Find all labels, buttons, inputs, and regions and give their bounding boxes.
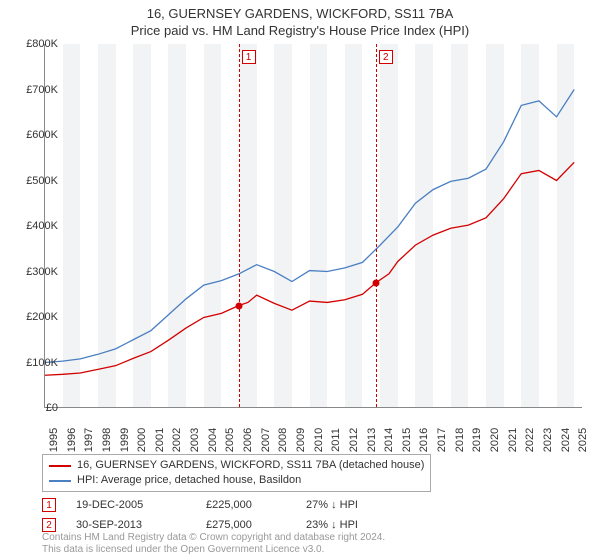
- legend-label: HPI: Average price, detached house, Basi…: [77, 473, 301, 488]
- sale-marker-box: 2: [42, 518, 56, 532]
- x-axis-tick-label: 2005: [224, 428, 236, 452]
- x-axis-tick-label: 2023: [542, 428, 554, 452]
- y-axis-tick-label: £200K: [26, 311, 58, 323]
- legend-swatch: [49, 465, 71, 467]
- sale-pct: 23% ↓ HPI: [306, 519, 406, 531]
- sale-price: £275,000: [206, 519, 286, 531]
- x-axis-tick-label: 2003: [189, 428, 201, 452]
- sale-row: 2 30-SEP-2013 £275,000 23% ↓ HPI: [42, 518, 406, 532]
- marker-line: [239, 44, 240, 407]
- x-axis-tick-label: 2007: [260, 428, 272, 452]
- series-line: [45, 162, 574, 375]
- legend-item: HPI: Average price, detached house, Basi…: [49, 473, 424, 488]
- x-axis-tick-label: 2008: [277, 428, 289, 452]
- x-axis-tick-label: 2011: [330, 428, 342, 452]
- x-axis-tick-label: 1996: [66, 428, 78, 452]
- x-axis-tick-label: 2006: [242, 428, 254, 452]
- x-axis-tick-label: 1999: [119, 428, 131, 452]
- sale-marker-box: 1: [42, 498, 56, 512]
- x-axis-tick-label: 2022: [524, 428, 536, 452]
- legend-label: 16, GUERNSEY GARDENS, WICKFORD, SS11 7BA…: [77, 458, 424, 473]
- footer-line: This data is licensed under the Open Gov…: [42, 544, 385, 556]
- y-axis-tick-label: £600K: [26, 129, 58, 141]
- x-axis-tick-label: 1997: [83, 428, 95, 452]
- marker-label-box: 1: [242, 50, 256, 64]
- legend-item: 16, GUERNSEY GARDENS, WICKFORD, SS11 7BA…: [49, 458, 424, 473]
- marker-line: [376, 44, 377, 407]
- chart-container: 16, GUERNSEY GARDENS, WICKFORD, SS11 7BA…: [0, 0, 600, 560]
- sale-pct: 27% ↓ HPI: [306, 499, 406, 511]
- x-axis-tick-label: 2020: [489, 428, 501, 452]
- x-axis-tick-label: 2012: [348, 428, 360, 452]
- legend-swatch: [49, 480, 71, 482]
- x-axis-tick-label: 2013: [366, 428, 378, 452]
- x-axis-tick-label: 2014: [383, 428, 395, 452]
- y-axis-tick-label: £0: [46, 402, 58, 414]
- y-axis-tick-label: £400K: [26, 220, 58, 232]
- marker-label-box: 2: [379, 50, 393, 64]
- x-axis-tick-label: 2000: [136, 428, 148, 452]
- footer-line: Contains HM Land Registry data © Crown c…: [42, 532, 385, 544]
- y-axis-tick-label: £800K: [26, 38, 58, 50]
- x-axis-tick-label: 2004: [207, 428, 219, 452]
- x-axis-tick-label: 1995: [48, 428, 60, 452]
- x-axis-tick-label: 2002: [171, 428, 183, 452]
- x-axis-tick-label: 2019: [471, 428, 483, 452]
- marker-point: [235, 302, 242, 309]
- x-axis-tick-label: 2009: [295, 428, 307, 452]
- series-line: [45, 90, 574, 363]
- sale-row: 1 19-DEC-2005 £225,000 27% ↓ HPI: [42, 498, 406, 512]
- page-subtitle: Price paid vs. HM Land Registry's House …: [0, 21, 600, 42]
- x-axis-tick-label: 2021: [507, 428, 519, 452]
- y-axis-tick-label: £700K: [26, 84, 58, 96]
- x-axis-tick-label: 1998: [101, 428, 113, 452]
- sale-date: 19-DEC-2005: [76, 499, 186, 511]
- sale-date: 30-SEP-2013: [76, 519, 186, 531]
- y-axis-tick-label: £300K: [26, 266, 58, 278]
- x-axis-tick-label: 2017: [436, 428, 448, 452]
- chart-lines-svg: [45, 44, 582, 407]
- legend: 16, GUERNSEY GARDENS, WICKFORD, SS11 7BA…: [42, 454, 431, 492]
- x-axis-tick-label: 2018: [454, 428, 466, 452]
- y-axis-tick-label: £100K: [26, 357, 58, 369]
- x-axis-tick-label: 2024: [560, 428, 572, 452]
- x-axis-tick-label: 2010: [313, 428, 325, 452]
- y-axis-tick-label: £500K: [26, 175, 58, 187]
- page-title: 16, GUERNSEY GARDENS, WICKFORD, SS11 7BA: [0, 0, 600, 21]
- x-axis-tick-label: 2015: [401, 428, 413, 452]
- x-axis-tick-label: 2025: [577, 428, 589, 452]
- footer-attribution: Contains HM Land Registry data © Crown c…: [42, 532, 385, 556]
- chart-plot-area: 12: [44, 44, 582, 408]
- sale-price: £225,000: [206, 499, 286, 511]
- x-axis-tick-label: 2016: [418, 428, 430, 452]
- x-axis-tick-label: 2001: [154, 428, 166, 452]
- marker-point: [372, 279, 379, 286]
